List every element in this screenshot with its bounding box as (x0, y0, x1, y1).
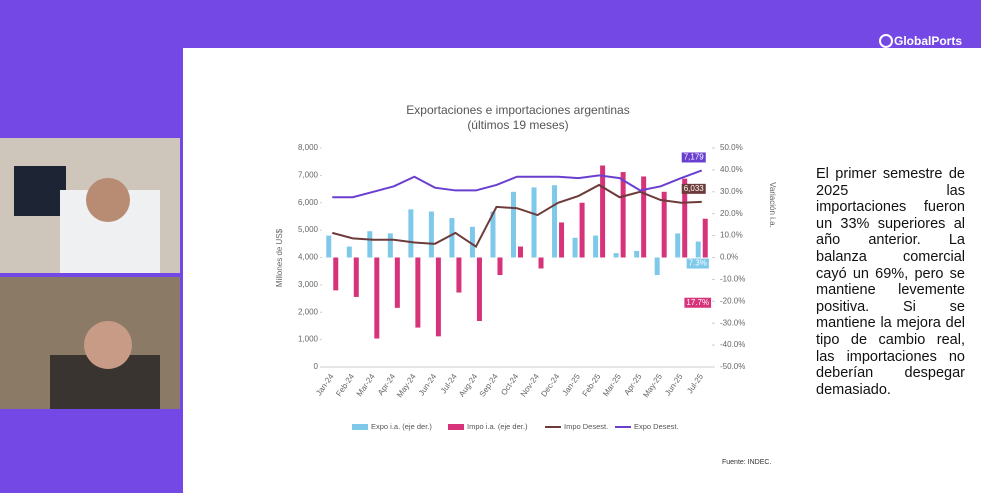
person-1-head (86, 178, 130, 222)
bar (456, 257, 462, 293)
bar (531, 187, 537, 258)
slide-text: El primer semestre de 2025 las importaci… (816, 166, 965, 398)
bar (559, 222, 565, 258)
bar (408, 209, 414, 258)
value-label: 6,033 (684, 184, 705, 193)
chart-title: Exportaciones e importaciones argentinas (406, 103, 629, 117)
y2-axis-title: Variación i.a. (768, 182, 777, 228)
source: Fuente: INDEC. (722, 459, 771, 466)
bar (469, 226, 475, 258)
bar (538, 257, 544, 269)
y2-tick-label: 10.0% (720, 231, 743, 240)
bar (682, 178, 688, 258)
y2-tick-label: -40.0% (720, 340, 745, 349)
legend-swatch (352, 424, 368, 430)
bar (353, 257, 359, 297)
bar (326, 235, 332, 258)
bar (641, 176, 647, 258)
bar (552, 185, 558, 258)
y2-tick-label: 50.0% (720, 143, 743, 152)
line (332, 183, 702, 249)
y-tick-label: 6,000 (298, 198, 319, 207)
value-label-bg (684, 297, 712, 308)
y2-tick-label: -20.0% (720, 296, 745, 305)
bar (394, 257, 400, 308)
bar (449, 218, 455, 258)
logo: GlobalPorts (894, 34, 962, 48)
bar (435, 257, 441, 337)
y2-tick-label: 20.0% (720, 209, 743, 218)
value-label: 7.3% (689, 259, 707, 268)
legend-label: Impo i.a. (eje der.) (467, 422, 528, 431)
bar (374, 257, 380, 339)
bar (613, 253, 619, 258)
bar (620, 172, 626, 258)
y-tick-label: 8,000 (298, 143, 319, 152)
logo-icon (879, 34, 893, 48)
legend-label: Impo Desest. (564, 422, 608, 431)
bar (675, 233, 681, 258)
value-label-bg (681, 152, 706, 163)
value-label: 17.7% (686, 298, 709, 307)
bar (367, 231, 373, 258)
bar (511, 191, 516, 258)
y-tick-label: 0 (314, 362, 319, 371)
y2-tick-label: 40.0% (720, 165, 743, 174)
y-tick-label: 4,000 (298, 253, 319, 262)
bar (634, 250, 640, 258)
tv (14, 166, 66, 216)
value-label-bg (686, 258, 709, 269)
y-tick-label: 7,000 (298, 170, 319, 179)
y2-tick-label: -50.0% (720, 362, 745, 371)
bar (490, 211, 496, 258)
y-tick-label: 5,000 (298, 225, 319, 234)
bar (579, 202, 585, 258)
line (332, 169, 703, 199)
bar (346, 246, 352, 258)
legend-label: Expo i.a. (eje der.) (371, 422, 432, 431)
bar (428, 211, 434, 258)
bar (702, 218, 708, 258)
bar (497, 257, 503, 276)
value-label-bg (681, 183, 706, 194)
y2-tick-label: 0.0% (720, 253, 738, 262)
bar (476, 257, 482, 322)
bar (661, 191, 667, 258)
y2-tick-label: -10.0% (720, 275, 745, 284)
bar (333, 257, 339, 291)
legend-label: Expo Desest. (634, 422, 679, 431)
y2-tick-label: -30.0% (720, 318, 745, 327)
slide (183, 48, 981, 493)
y-tick-label: 3,000 (298, 280, 319, 289)
y-tick-label: 1,000 (298, 335, 319, 344)
y2-tick-label: 30.0% (720, 187, 743, 196)
chart-subtitle: (últimos 19 meses) (467, 118, 568, 132)
bar (654, 257, 660, 276)
person-2-head (84, 321, 132, 369)
value-label: 7,179 (684, 153, 705, 162)
bar (600, 165, 606, 258)
bar (518, 246, 523, 258)
bar (387, 233, 393, 258)
y-axis-title: Millones de US$ (275, 228, 284, 287)
y-tick-label: 2,000 (298, 307, 319, 316)
bar (695, 241, 701, 258)
bar (572, 237, 578, 258)
bar (415, 257, 421, 328)
bar (593, 235, 599, 258)
legend-swatch (448, 424, 464, 430)
